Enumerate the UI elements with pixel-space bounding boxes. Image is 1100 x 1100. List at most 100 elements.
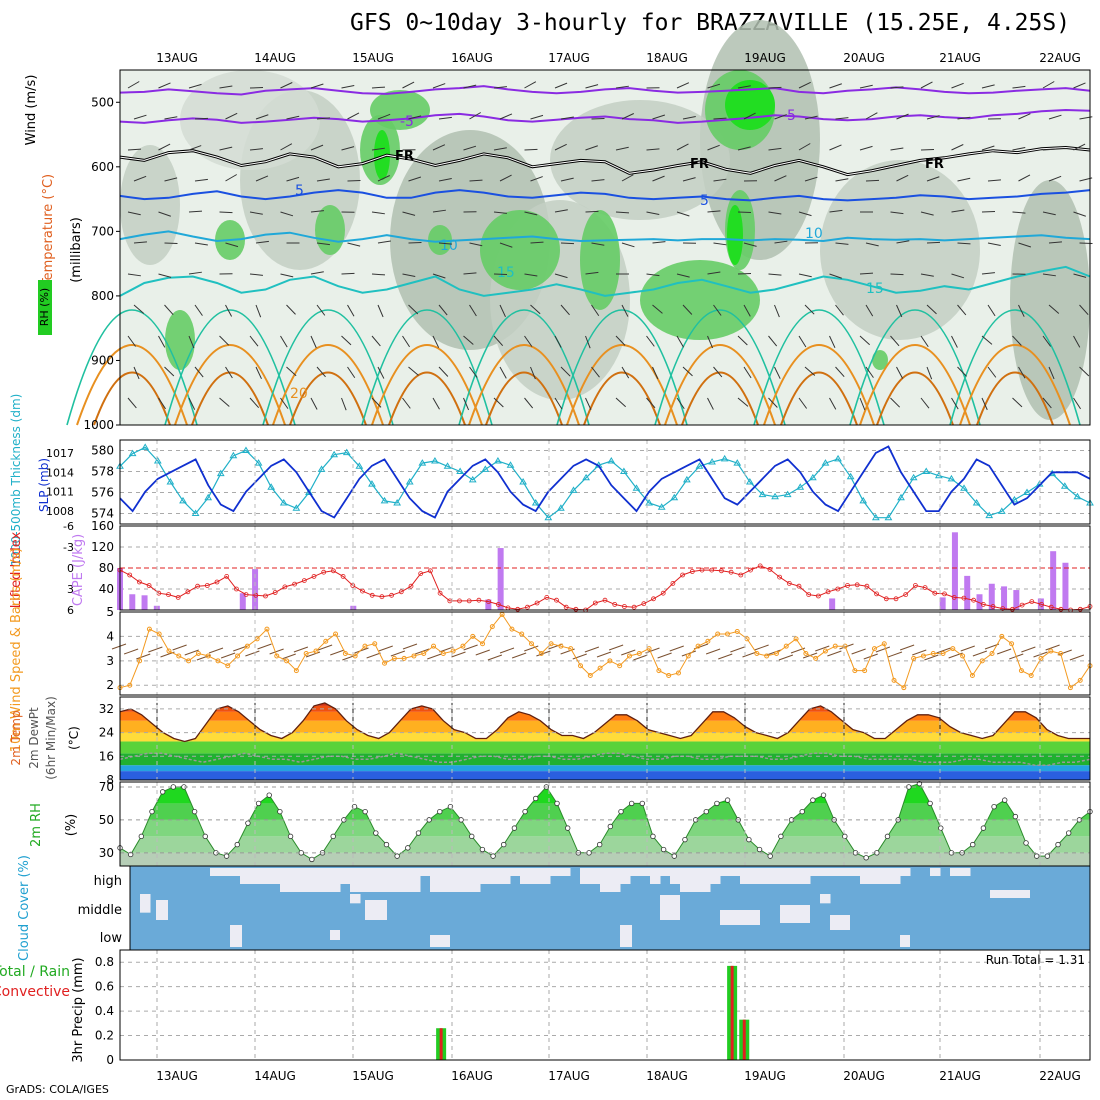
wind-marker: [764, 653, 770, 659]
wind-barb: [269, 648, 284, 655]
rh-marker: [266, 792, 272, 798]
cloud-cell-high: [550, 868, 561, 876]
wind-barb: [194, 242, 208, 246]
thickness-marker: [380, 496, 389, 504]
wind-barb: [530, 176, 543, 182]
wind-barb: [560, 366, 571, 377]
thickness-marker: [758, 490, 767, 498]
wind-barb: [347, 304, 355, 317]
wind-barb: [554, 397, 563, 410]
rh-marker: [799, 808, 805, 815]
cloud-cell-high: [270, 868, 281, 884]
wind-barb: [987, 304, 996, 317]
isotherm-surface: [174, 344, 286, 426]
wind-barb: [596, 651, 612, 658]
rh-marker: [671, 853, 677, 859]
rh-marker: [234, 841, 240, 848]
wind-marker: [235, 653, 241, 659]
wind-marker: [587, 672, 593, 678]
isotherm-surface: [262, 309, 394, 426]
cloud-cell-high: [930, 868, 941, 876]
wind-marker: [783, 643, 789, 649]
precip-frame: [119, 949, 1091, 1061]
cloud-cell-high: [900, 868, 911, 876]
wind-barb: [402, 335, 410, 348]
wind-barb: [133, 366, 140, 380]
li-marker: [301, 578, 307, 583]
wind-barb: [676, 82, 690, 89]
wind-barb: [188, 145, 202, 151]
li-marker: [224, 574, 230, 579]
wind-barb: [829, 209, 843, 213]
thickness-marker: [179, 496, 187, 504]
cloud-cell-high: [690, 868, 701, 892]
thickness-marker: [254, 459, 263, 466]
ylabel-minmax: (6hr Min/Max): [44, 696, 58, 780]
wind-barb: [560, 116, 574, 120]
wind-barb: [172, 644, 187, 651]
cloud-cell-high: [560, 868, 571, 876]
wind-barb: [835, 178, 849, 182]
wind-barb: [646, 211, 660, 215]
cloud-cell: [430, 935, 450, 947]
wind-barb: [408, 115, 422, 120]
wind-barb: [646, 148, 660, 151]
wind-barb: [798, 211, 812, 217]
rh-marker: [714, 800, 720, 807]
wind-barb: [225, 174, 238, 182]
cloud-cell-high: [720, 868, 731, 876]
ytick-label: 50: [99, 813, 114, 827]
wind-barb: [652, 366, 659, 380]
cloud-row-label: middle: [78, 903, 122, 918]
wind-barb: [249, 273, 263, 276]
rh-marker: [330, 833, 336, 840]
wind-barb: [829, 335, 836, 348]
wind-barb: [316, 304, 326, 316]
wind-barb: [317, 644, 333, 651]
wind-barb: [859, 84, 873, 89]
li-marker: [660, 590, 666, 596]
wind-marker: [705, 638, 711, 644]
date-label-bottom: 14AUG: [254, 1069, 296, 1083]
wind-barb: [981, 145, 995, 151]
wind-barb: [524, 273, 538, 277]
wind-barb: [438, 116, 452, 120]
isotherm-surface: [93, 371, 171, 426]
wind-barb: [713, 242, 727, 246]
wind-barb: [493, 147, 507, 151]
date-label-bottom: 16AUG: [451, 1069, 493, 1083]
thickness-marker: [897, 493, 905, 501]
wind-barb: [652, 114, 666, 120]
wind-barb: [1069, 654, 1085, 661]
isotherm-surface: [289, 371, 367, 426]
wind-barb: [774, 240, 788, 244]
wind-barb: [585, 397, 592, 410]
wind-barb: [890, 211, 904, 215]
wind-barb: [463, 145, 477, 151]
wind-barb: [713, 178, 727, 182]
wind-barb: [1073, 211, 1086, 217]
cloud-cell-high: [950, 868, 961, 876]
wind-barb: [585, 84, 599, 89]
cloud-cell-middle: [350, 894, 361, 904]
cloud-cell-high: [260, 868, 271, 884]
li-marker: [495, 602, 501, 607]
wind-barb: [1012, 147, 1026, 151]
wind-marker: [1048, 648, 1054, 654]
date-label-bottom: 21AUG: [939, 1069, 981, 1083]
wind-barb: [896, 304, 903, 318]
wind-barb: [936, 647, 951, 654]
freezing-label: FR: [925, 157, 944, 172]
thickness-marker: [305, 488, 313, 495]
li-marker: [651, 596, 656, 602]
date-label-top: 21AUG: [939, 51, 981, 65]
wind-marker: [470, 633, 476, 639]
wind-barb: [432, 273, 446, 279]
wind-barb: [657, 652, 672, 659]
wind-barb: [737, 146, 751, 151]
legend-convective: Convective: [0, 984, 70, 1000]
wind-marker: [146, 626, 152, 632]
wind-marker: [323, 638, 329, 644]
wind-barb: [774, 304, 780, 318]
wind-marker: [813, 655, 819, 661]
